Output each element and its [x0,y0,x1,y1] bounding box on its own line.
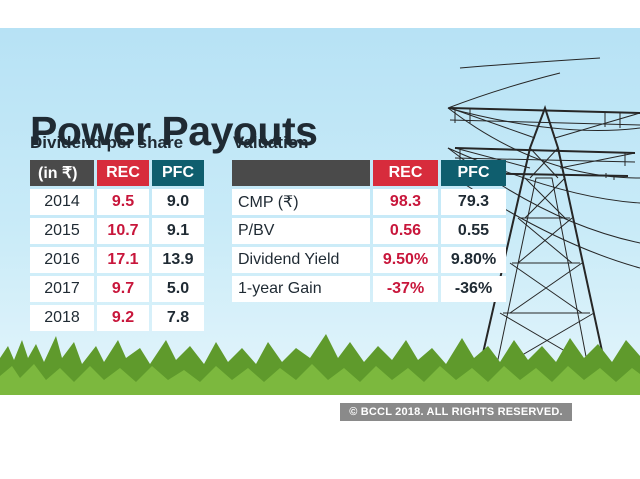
table-row: 2014 9.5 9.0 [30,189,204,215]
metric-label-cell: Dividend Yield [232,247,370,273]
metric-label-cell: P/BV [232,218,370,244]
table-row: 1-year Gain -37% -36% [232,276,506,302]
year-cell: 2014 [30,189,94,215]
pfc-value-cell: 13.9 [152,247,204,273]
valuation-table-subtitle: Valuation [233,133,309,152]
pfc-value-cell: 5.0 [152,276,204,302]
valuation-pfc-header: PFC [441,160,506,186]
rec-value-cell: 0.56 [373,218,438,244]
table-row: CMP (₹) 98.3 79.3 [232,189,506,215]
rec-value-cell: 98.3 [373,189,438,215]
rec-value-cell: -37% [373,276,438,302]
table-row: 2015 10.7 9.1 [30,218,204,244]
pfc-value-cell: 9.1 [152,218,204,244]
pfc-value-cell: -36% [441,276,506,302]
year-cell: 2016 [30,247,94,273]
table-row: 2018 9.2 7.8 [30,305,204,331]
table-row: 2017 9.7 5.0 [30,276,204,302]
rec-value-cell: 9.2 [97,305,149,331]
transmission-tower-illustration [447,57,640,389]
rec-value-cell: 17.1 [97,247,149,273]
year-cell: 2015 [30,218,94,244]
metric-label-cell: CMP (₹) [232,189,370,215]
dividend-rec-header: REC [97,160,149,186]
chart-title: Power Payouts [30,108,318,154]
pfc-value-cell: 79.3 [441,189,506,215]
valuation-label-header [232,160,370,186]
dividend-unit-header: (in ₹) [30,160,94,186]
table-row: 2016 17.1 13.9 [30,247,204,273]
pfc-value-cell: 7.8 [152,305,204,331]
copyright-credit: © BCCL 2018. ALL RIGHTS RESERVED. [340,403,572,421]
rec-value-cell: 9.5 [97,189,149,215]
rec-value-cell: 9.50% [373,247,438,273]
valuation-header-row: REC PFC [232,160,506,186]
pfc-value-cell: 9.80% [441,247,506,273]
dividend-table-subtitle: Dividend per share [30,133,184,152]
year-cell: 2017 [30,276,94,302]
pfc-value-cell: 9.0 [152,189,204,215]
dividend-pfc-header: PFC [152,160,204,186]
dividend-table: (in ₹) REC PFC 2014 9.5 9.0 2015 10.7 9.… [27,157,207,334]
valuation-table: REC PFC CMP (₹) 98.3 79.3 P/BV 0.56 0.55… [229,157,509,305]
table-row: Dividend Yield 9.50% 9.80% [232,247,506,273]
metric-label-cell: 1-year Gain [232,276,370,302]
rec-value-cell: 10.7 [97,218,149,244]
pfc-value-cell: 0.55 [441,218,506,244]
year-cell: 2018 [30,305,94,331]
rec-value-cell: 9.7 [97,276,149,302]
grass-illustration [0,334,640,395]
dividend-header-row: (in ₹) REC PFC [30,160,204,186]
valuation-rec-header: REC [373,160,438,186]
table-row: P/BV 0.56 0.55 [232,218,506,244]
